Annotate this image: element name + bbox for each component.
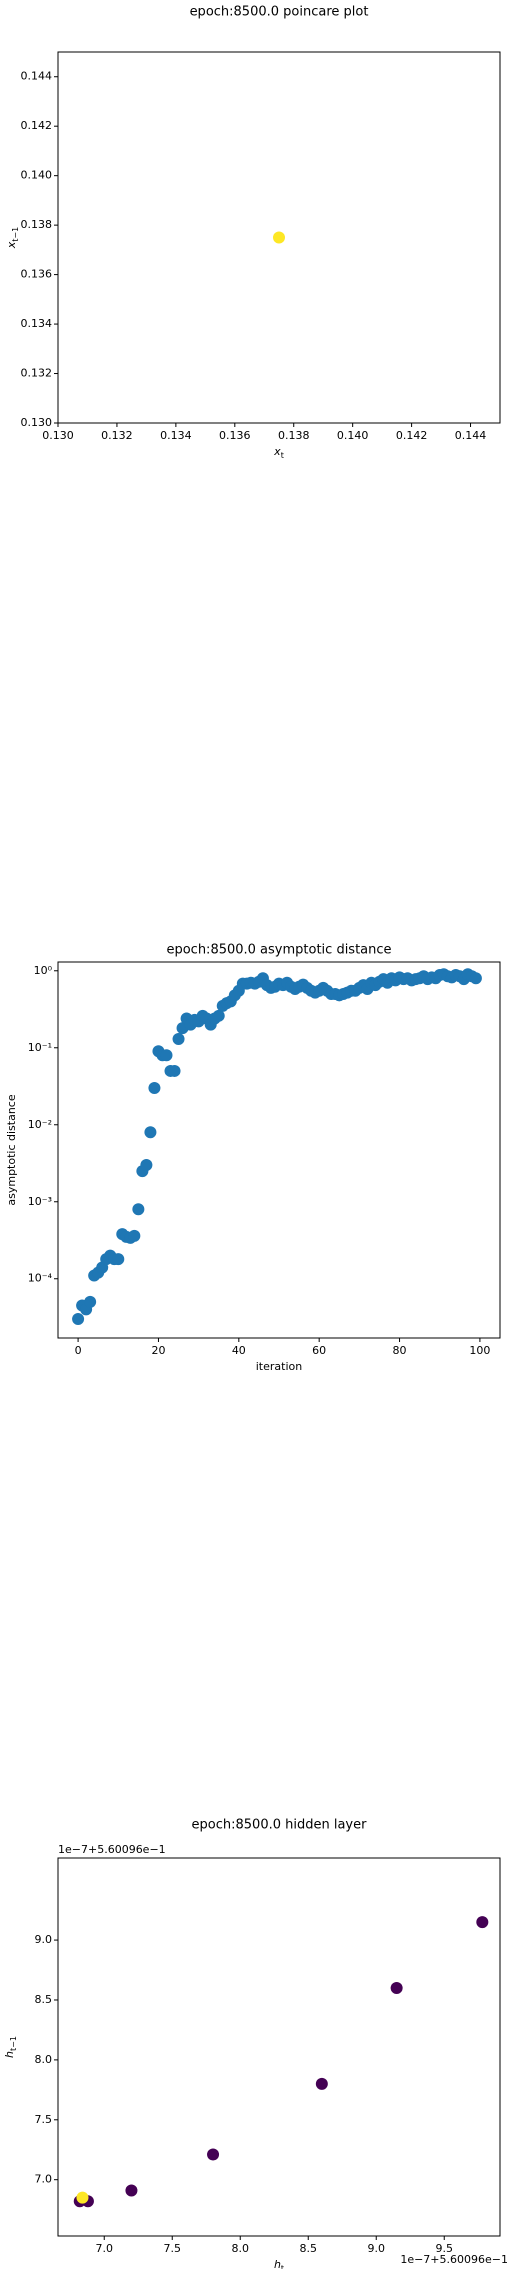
point — [72, 1313, 85, 1326]
point — [125, 2184, 138, 2197]
y-offset: 1e−7+5.60096e−1 — [58, 1843, 166, 1856]
point — [207, 2148, 220, 2161]
x-tick-label: 0.142 — [396, 429, 428, 442]
y-axis-label-main: h — [3, 2051, 16, 2058]
x-tick-label: 0.140 — [337, 429, 369, 442]
y-tick-label: 0.142 — [21, 119, 53, 132]
chart-title: epoch:8500.0 hidden layer — [192, 1818, 368, 1833]
x-tick-label: 8.0 — [231, 2242, 249, 2255]
x-tick-label: 0.134 — [160, 429, 192, 442]
x-axis-label-sub: t — [281, 451, 284, 460]
y-axis-label-sub: t−1 — [11, 227, 20, 242]
point — [469, 972, 482, 985]
point — [160, 1049, 173, 1062]
y-tick-label: 0.132 — [21, 367, 53, 380]
y-axis-label: xt−1 — [5, 227, 20, 249]
y-axis-label: asymptotic distance — [5, 1094, 18, 1205]
point — [212, 1009, 225, 1022]
y-tick-label: 10⁻⁴ — [28, 1272, 53, 1285]
y-tick-label: 10⁰ — [34, 964, 53, 977]
x-axis-label-sub: t — [281, 2264, 284, 2269]
x-tick-label: 7.5 — [163, 2242, 181, 2255]
x-tick-label: 0.136 — [219, 429, 251, 442]
x-tick-label: 100 — [469, 1344, 490, 1357]
plot-area — [57, 1857, 501, 2237]
y-tick-label: 0.136 — [21, 268, 53, 281]
y-tick-label: 10⁻¹ — [28, 1041, 52, 1054]
y-axis-label: ht−1 — [3, 2036, 18, 2058]
y-tick-label: 8.5 — [35, 1993, 53, 2006]
point — [315, 2077, 328, 2090]
x-tick-label: 9.0 — [367, 2242, 385, 2255]
point — [273, 231, 285, 244]
x-tick-label: 7.0 — [95, 2242, 113, 2255]
y-tick-label: 0.140 — [21, 169, 53, 182]
y-tick-label: 10⁻³ — [28, 1195, 52, 1208]
y-tick-label: 0.144 — [21, 70, 53, 83]
x-tick-label: 0 — [75, 1344, 82, 1357]
x-tick-label: 20 — [151, 1344, 165, 1357]
x-axis-label: xt — [273, 445, 284, 460]
x-axis-label: ht — [274, 2258, 284, 2269]
x-tick-label: 40 — [232, 1344, 246, 1357]
point — [476, 1916, 489, 1929]
y-tick-label: 7.0 — [35, 2173, 53, 2186]
plot-area — [57, 961, 501, 1339]
x-tick-label: 0.138 — [278, 429, 310, 442]
point — [144, 1126, 157, 1139]
x-tick-label: 60 — [312, 1344, 326, 1357]
y-axis-label-sub: t−1 — [9, 2036, 18, 2051]
point — [390, 1981, 403, 1994]
y-tick-label: 9.0 — [35, 1933, 53, 1946]
x-tick-label: 8.5 — [299, 2242, 317, 2255]
y-tick-label: 8.0 — [35, 2053, 53, 2066]
plot-area — [57, 51, 501, 424]
y-tick-label: 7.5 — [35, 2113, 53, 2126]
x-tick-label: 0.130 — [42, 429, 74, 442]
x-tick-label: 0.144 — [455, 429, 487, 442]
chart-title: epoch:8500.0 asymptotic distance — [166, 943, 391, 958]
point — [128, 1229, 141, 1242]
x-tick-label: 80 — [393, 1344, 407, 1357]
point — [84, 1295, 97, 1308]
point — [76, 2191, 89, 2204]
y-tick-label: 10⁻² — [28, 1118, 52, 1131]
x-tick-label: 9.5 — [435, 2242, 453, 2255]
x-axis-label: iteration — [256, 1360, 302, 1373]
y-tick-label: 0.134 — [21, 317, 53, 330]
point — [132, 1203, 145, 1216]
x-axis-label-main: h — [274, 2258, 281, 2269]
point — [148, 1082, 161, 1095]
point — [112, 1253, 125, 1266]
point — [168, 1064, 181, 1077]
y-tick-label: 0.130 — [21, 416, 53, 429]
y-axis-label-main: x — [5, 241, 18, 249]
x-axis-label-main: x — [273, 445, 281, 458]
point — [140, 1159, 153, 1172]
chart-title: epoch:8500.0 poincare plot — [190, 5, 369, 20]
y-tick-label: 0.138 — [21, 218, 53, 231]
x-tick-label: 0.132 — [101, 429, 133, 442]
x-offset: 1e−7+5.60096e−1 — [400, 2253, 508, 2266]
point — [172, 1032, 185, 1045]
